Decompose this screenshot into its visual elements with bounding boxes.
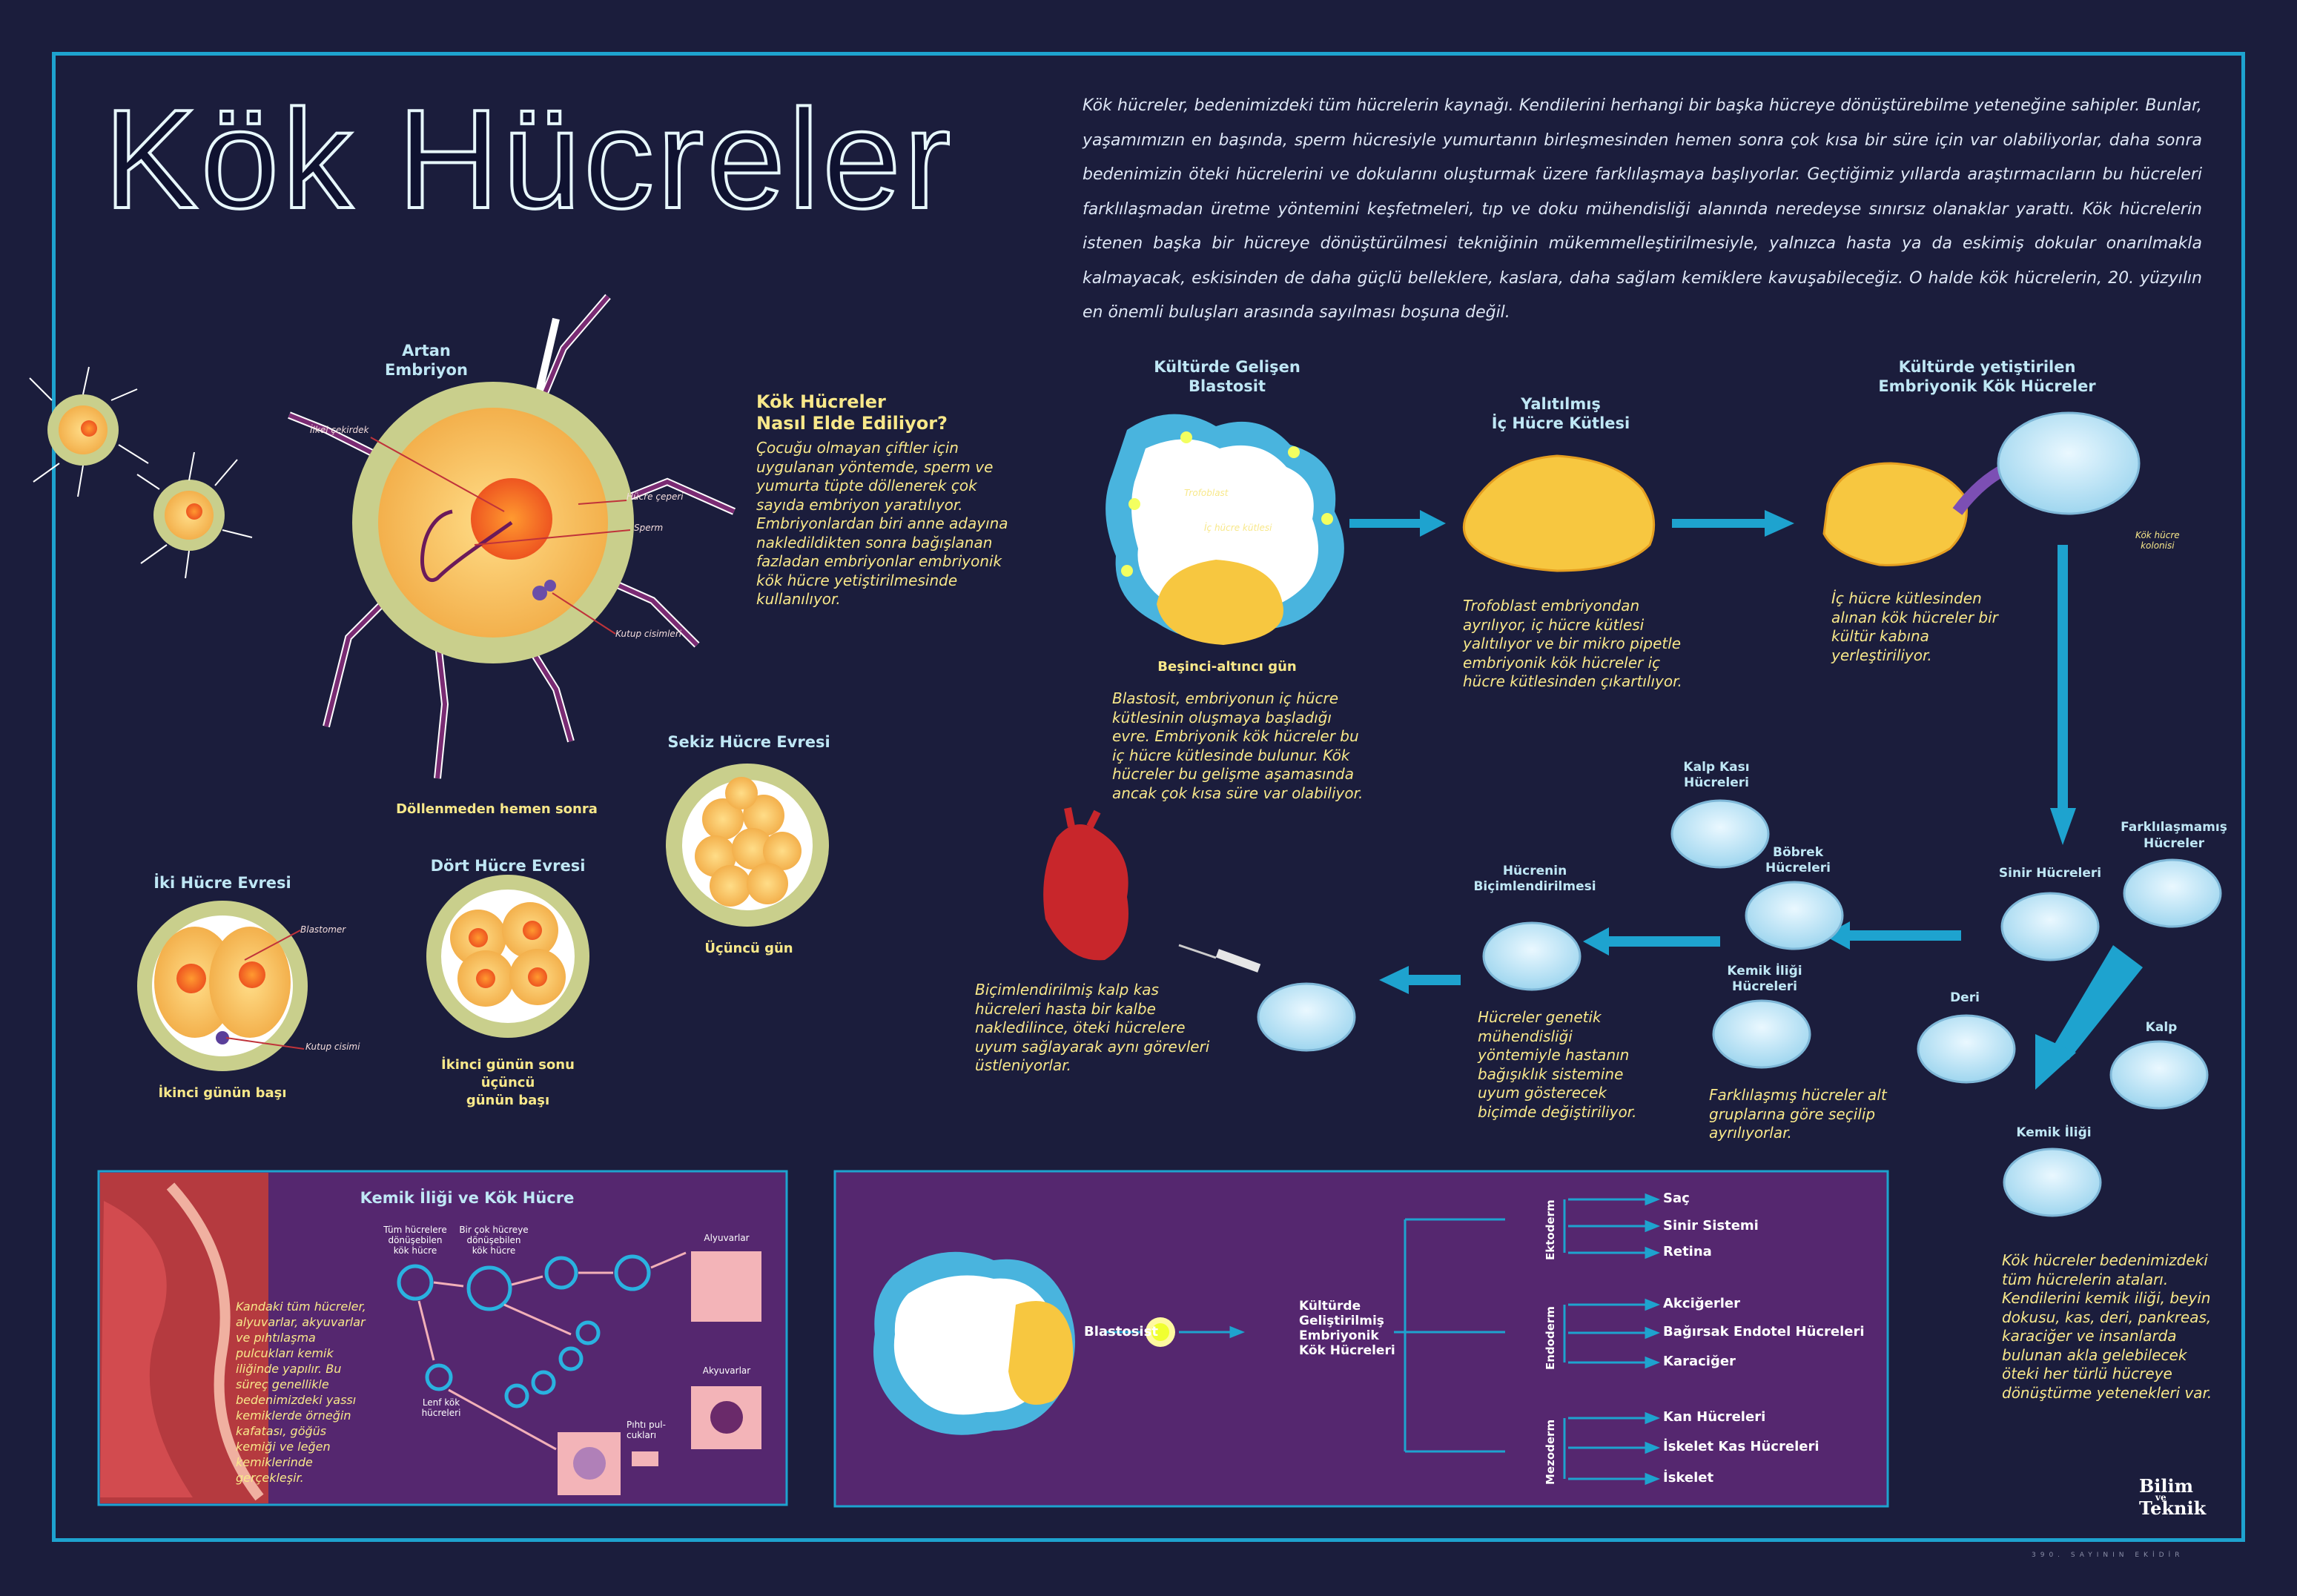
nucleus-label: İlkel çekirdek <box>310 425 369 435</box>
cultured-title: Kültürde yetiştirilen Embriyonik Kök Hüc… <box>1878 358 2096 395</box>
two-cell-caption: İkinci günün başı <box>158 1085 287 1101</box>
mesoderm-label: Mezoderm <box>1544 1419 1557 1485</box>
how-text: Çocuğu olmayan çiftler için uygulanan yö… <box>756 439 1008 608</box>
nerve-label: Sinir Hücreleri <box>1998 866 2102 881</box>
sperm-label: Sperm <box>634 523 664 533</box>
germ-blastosist-label: Blastosist <box>1084 1324 1158 1340</box>
brand-logo: Bilim ve Teknik <box>2139 1475 2207 1519</box>
endoderm-label: Endoderm <box>1544 1306 1557 1370</box>
two-cell-title: İki Hücre Evresi <box>153 874 291 892</box>
ectoderm-label: Ektoderm <box>1544 1199 1557 1260</box>
germ-tree-lines <box>1105 1199 1566 1479</box>
shaping-label: Hücrenin Biçimlendirilmesi <box>1473 864 1596 894</box>
brand-line-1: Bilim <box>2139 1475 2194 1497</box>
culture-dishes <box>1257 411 2222 1217</box>
page-title: Kök Hücreler <box>102 81 954 238</box>
eight-cell-caption: Üçüncü gün <box>704 941 793 956</box>
germ-item-nervous: Sinir Sistemi <box>1663 1218 1759 1234</box>
bone-panel-text: Kandaki tüm hücreler, alyuvarlar, akyuva… <box>236 1299 366 1485</box>
heart-illustration <box>1043 807 1128 961</box>
flow-arrows <box>1349 510 2143 1090</box>
how-title: Kök Hücreler Nasıl Elde Ediliyor? <box>756 391 948 434</box>
blastocyst-caption: Beşinci-altıncı gün <box>1157 659 1297 675</box>
blastocyst-illustration <box>1105 414 1344 645</box>
marrow-text: Kök hücreler bedenimizdeki tüm hücreleri… <box>2002 1251 2212 1402</box>
blastomer-label: Blastomer <box>300 924 346 935</box>
four-cell-illustration <box>426 875 589 1038</box>
four-cell-title: Dört Hücre Evresi <box>430 857 586 875</box>
small-egg-2 <box>136 451 253 579</box>
shaping-text: Hücreler genetik mühendisliği yöntemiyle… <box>1478 1008 1637 1121</box>
blastocyst-text: Blastosit, embriyonun iç hücre kütlesini… <box>1112 689 1364 802</box>
marrow-label: Kemik İliği <box>2016 1125 2092 1140</box>
syringe-illustration <box>1178 944 1261 973</box>
small-egg-1 <box>29 366 149 497</box>
intro-text: Kök hücreler, bedenimizdeki tüm hücreler… <box>1083 96 2202 322</box>
polar-body-label: Kutup cisimi <box>305 1042 360 1052</box>
all-stem-label: Tüm hücrelere dönüşebilen kök hücre <box>383 1225 447 1256</box>
skin-label: Deri <box>1950 990 1980 1005</box>
germ-arrows <box>1112 1193 1661 1486</box>
embryo-title: Artan Embriyon <box>385 342 468 379</box>
poster-frame <box>52 52 2245 1542</box>
germ-item-intestine: Bağırsak Endotel Hücreleri <box>1663 1324 1865 1340</box>
marrow-cell-diagram <box>397 1254 651 1408</box>
polar-label: Kutup cisimleri <box>615 629 682 639</box>
germ-item-skeletal-muscle: İskelet Kas Hücreleri <box>1663 1439 1820 1454</box>
colony-label: Kök hücre kolonisi <box>2135 530 2180 551</box>
undiff-label: Farklılaşmamış Hücreler <box>2121 820 2227 851</box>
white-cells-label: Akyuvarlar <box>702 1365 751 1376</box>
heart-muscle-label: Kalp Kası Hücreleri <box>1683 760 1750 790</box>
trofoblast-label: Trofoblast <box>1184 488 1229 498</box>
many-stem-label: Bir çok hücreye dönüşebilen kök hücre <box>459 1225 529 1256</box>
blood-cell-images <box>558 1251 761 1495</box>
embryo-caption: Döllenmeden hemen sonra <box>396 801 598 817</box>
bone-tissue-image <box>100 1173 268 1503</box>
germ-item-lungs: Akciğerler <box>1663 1296 1740 1311</box>
footer-note: 390. SAYININ EKİDİR <box>2032 1552 2184 1559</box>
isolated-text: Trofoblast embriyondan ayrılıyor, iç hüc… <box>1463 597 1682 690</box>
brand-line-2: ve <box>2155 1492 2167 1503</box>
two-cell-illustration <box>137 901 308 1071</box>
heart-label: Kalp <box>2145 1020 2178 1035</box>
germ-item-liver: Karaciğer <box>1663 1354 1736 1369</box>
cultured-text: İç hücre kütlesinden alınan kök hücreler… <box>1831 589 1998 664</box>
germ-item-skeleton: İskelet <box>1663 1470 1714 1486</box>
eight-cell-title: Sekiz Hücre Evresi <box>667 733 830 751</box>
germ-cultured-label: Kültürde Geliştirilmiş Embriyonik Kök Hü… <box>1299 1299 1395 1358</box>
germ-blastocyst-illustration <box>873 1251 1175 1435</box>
eight-cell-illustration <box>666 764 829 927</box>
inner-mass-label: İç hücre kütlesi <box>1204 523 1272 533</box>
blastocyst-title: Kültürde Gelişen Blastosit <box>1154 358 1300 395</box>
germ-item-retina: Retina <box>1663 1244 1712 1259</box>
brand-line-3: Teknik <box>2139 1497 2207 1519</box>
bone-panel-title: Kemik İliği ve Kök Hücre <box>360 1189 575 1207</box>
isolated-title: Yalıtılmış İç Hücre Kütlesi <box>1491 395 1630 432</box>
red-cells-label: Alyuvarlar <box>704 1233 750 1243</box>
platelet-label: Pıhtı pul- cukları <box>627 1420 666 1440</box>
diff-text: Farklılaşmış hücreler alt gruplarına gör… <box>1709 1086 1887 1142</box>
marrow-cells-label: Kemik İliği Hücreleri <box>1727 964 1802 994</box>
lymph-stem-label: Lenf kök hücreleri <box>421 1397 461 1418</box>
four-cell-caption: İkinci günün sonu üçüncü günün başı <box>441 1057 575 1108</box>
germ-item-hair: Saç <box>1663 1191 1690 1206</box>
germ-item-blood: Kan Hücreleri <box>1663 1409 1766 1425</box>
big-embryo-illustration <box>288 294 736 779</box>
kidney-label: Böbrek Hücreleri <box>1765 845 1831 875</box>
transplant-text: Biçimlendirilmiş kalp kas hücreleri hast… <box>975 981 1210 1074</box>
wall-label: Hücre çeperi <box>627 491 684 502</box>
marrow-arrows <box>417 1251 687 1451</box>
inner-cell-mass-illustration <box>1462 454 1656 572</box>
